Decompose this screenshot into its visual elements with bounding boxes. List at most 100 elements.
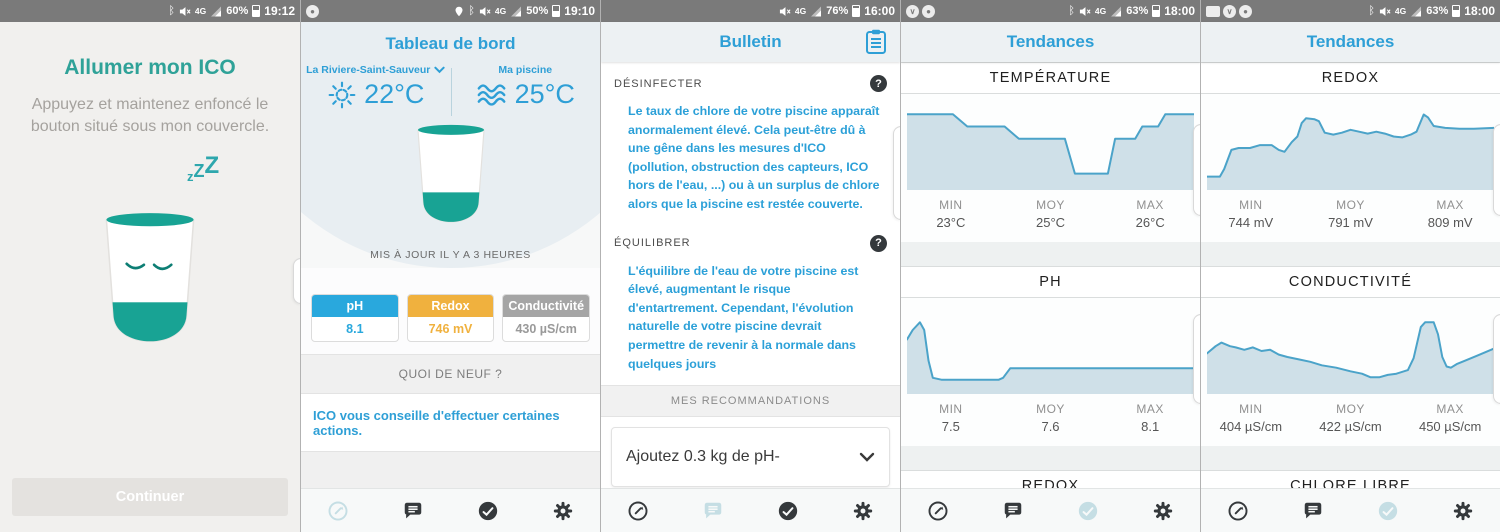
signal-icon xyxy=(211,6,222,16)
stat-min-label: MIN xyxy=(1239,402,1263,416)
stat-moy-label: MOY xyxy=(1336,198,1365,212)
pool-block[interactable]: Ma piscine 25°C xyxy=(451,64,601,110)
nav-settings[interactable] xyxy=(1425,500,1500,522)
battery-percent: 63% xyxy=(1126,5,1149,17)
nav-settings[interactable] xyxy=(525,500,600,522)
screen-dashboard: ● ᛒ 4G 50% 19:10 Tableau de bord La Rivi… xyxy=(300,0,600,532)
waves-icon xyxy=(477,83,506,106)
bottom-nav xyxy=(1201,488,1500,532)
help-icon[interactable]: ? xyxy=(870,234,887,252)
ph-card-label: pH xyxy=(312,295,398,317)
stat-min-label: MIN xyxy=(939,402,963,416)
network-4g-label: 4G xyxy=(494,6,507,16)
balance-text: L'équilibre de l'eau de votre piscine es… xyxy=(628,263,859,371)
mute-icon xyxy=(1079,6,1091,16)
nav-settings[interactable] xyxy=(1125,500,1200,522)
status-time: 16:00 xyxy=(864,4,895,18)
nav-settings[interactable] xyxy=(825,500,900,522)
stat-min-label: MIN xyxy=(1239,198,1263,212)
carousel-peek xyxy=(893,126,900,220)
advice-link[interactable]: ICO vous conseille d'effectuer certaines… xyxy=(301,394,600,451)
redox-card[interactable]: Redox 746 mV xyxy=(406,294,495,342)
bottom-nav xyxy=(301,488,600,532)
battery-icon xyxy=(1452,5,1461,17)
carousel-peek xyxy=(1493,124,1500,216)
nav-dashboard[interactable] xyxy=(601,500,676,522)
stat-max-label: MAX xyxy=(1436,198,1464,212)
help-icon[interactable]: ? xyxy=(870,75,887,92)
nav-trends[interactable] xyxy=(751,500,826,522)
nav-bulletin[interactable] xyxy=(1276,500,1351,522)
conductivity-card-label: Conductivité xyxy=(503,295,590,317)
nav-trends[interactable] xyxy=(1051,500,1126,522)
mute-icon xyxy=(1379,6,1391,16)
battery-icon xyxy=(852,5,861,17)
nav-trends[interactable] xyxy=(1351,500,1426,522)
nav-dashboard[interactable] xyxy=(301,500,376,522)
nav-bulletin[interactable] xyxy=(676,500,751,522)
conductivity-card[interactable]: Conductivité 430 µS/cm xyxy=(502,294,591,342)
carousel-peek xyxy=(1493,314,1500,404)
gauge-icon xyxy=(628,501,648,520)
report-clipboard-icon[interactable] xyxy=(865,29,887,55)
bluetooth-icon: ᛒ xyxy=(1368,5,1375,17)
status-time: 19:12 xyxy=(264,4,295,18)
nav-bulletin[interactable] xyxy=(976,500,1051,522)
nav-dashboard[interactable] xyxy=(901,500,976,522)
stat-moy-value: 7.6 xyxy=(1041,419,1060,434)
redox-card-label: Redox xyxy=(407,295,494,317)
network-4g-label: 4G xyxy=(794,6,807,16)
gear-icon xyxy=(1453,501,1472,520)
conductivity-card-value: 430 µS/cm xyxy=(515,322,577,336)
recommendation-dropdown[interactable]: Ajoutez 0.3 kg de pH- xyxy=(611,427,890,488)
nav-dashboard[interactable] xyxy=(1201,500,1276,522)
measure-cards: pH 8.1 Redox 746 mV Conductivité 430 µS/… xyxy=(301,268,600,354)
section-title-temperature: TEMPÉRATURE xyxy=(901,62,1200,94)
carousel-peek xyxy=(293,258,300,304)
stat-max-value: 26°C xyxy=(1135,215,1165,230)
weather-block[interactable]: La Riviere-Saint-Sauveur 22°C xyxy=(301,64,451,110)
section-row-balance: ÉQUILIBRER ? xyxy=(601,222,900,256)
nav-trends[interactable] xyxy=(451,500,526,522)
stat-max-value: 809 mV xyxy=(1427,215,1473,230)
battery-percent: 50% xyxy=(526,5,549,17)
section-title-conductivity: CONDUCTIVITÉ xyxy=(1201,266,1500,298)
battery-icon xyxy=(1152,5,1161,17)
chevron-down-icon[interactable] xyxy=(434,66,446,74)
mute-icon xyxy=(479,6,491,16)
gauge-icon xyxy=(328,501,348,520)
page-header: Tendances xyxy=(901,22,1200,62)
redox-stats: MIN 744 mV MOY 791 mV MAX 809 mV xyxy=(1201,190,1500,242)
temperature-chart xyxy=(906,104,1195,190)
status-time: 18:00 xyxy=(1164,4,1195,18)
chat-bubble-icon xyxy=(704,502,722,518)
signal-icon xyxy=(811,6,822,16)
location-icon xyxy=(455,6,463,16)
section-row-disinfect: DÉSINFECTER ? xyxy=(601,62,900,96)
stat-max-label: MAX xyxy=(1136,402,1164,416)
section-separator xyxy=(901,446,1200,470)
status-bar: ᛒ 4G 60% 19:12 xyxy=(0,0,300,22)
nav-bulletin[interactable] xyxy=(376,500,451,522)
notification-icon: ● xyxy=(922,4,935,18)
status-time: 19:10 xyxy=(564,4,595,18)
continue-button[interactable]: Continuer xyxy=(12,478,288,516)
chevron-down-icon xyxy=(859,453,875,463)
battery-percent: 76% xyxy=(826,5,849,17)
status-bar: ● ᛒ 4G 50% 19:10 xyxy=(301,0,600,22)
ph-card[interactable]: pH 8.1 xyxy=(311,294,399,342)
stat-min-value: 744 mV xyxy=(1228,215,1274,230)
last-updated-label: MIS À JOUR IL Y A 3 HEURES xyxy=(370,249,531,261)
page-header: Bulletin xyxy=(601,22,900,62)
recommendations-header: MES RECOMMANDATIONS xyxy=(601,385,900,418)
bottom-nav xyxy=(901,488,1200,532)
battery-icon xyxy=(252,5,261,17)
network-4g-label: 4G xyxy=(1394,6,1407,16)
chat-bubble-icon xyxy=(404,502,422,518)
ph-stats: MIN 7.5 MOY 7.6 MAX 8.1 xyxy=(901,394,1200,446)
notification-icon: ∨ xyxy=(1223,4,1236,18)
bluetooth-icon: ᛒ xyxy=(168,5,175,17)
gear-icon xyxy=(1153,501,1172,520)
pool-label: Ma piscine xyxy=(498,64,553,76)
section-separator xyxy=(1201,242,1500,266)
